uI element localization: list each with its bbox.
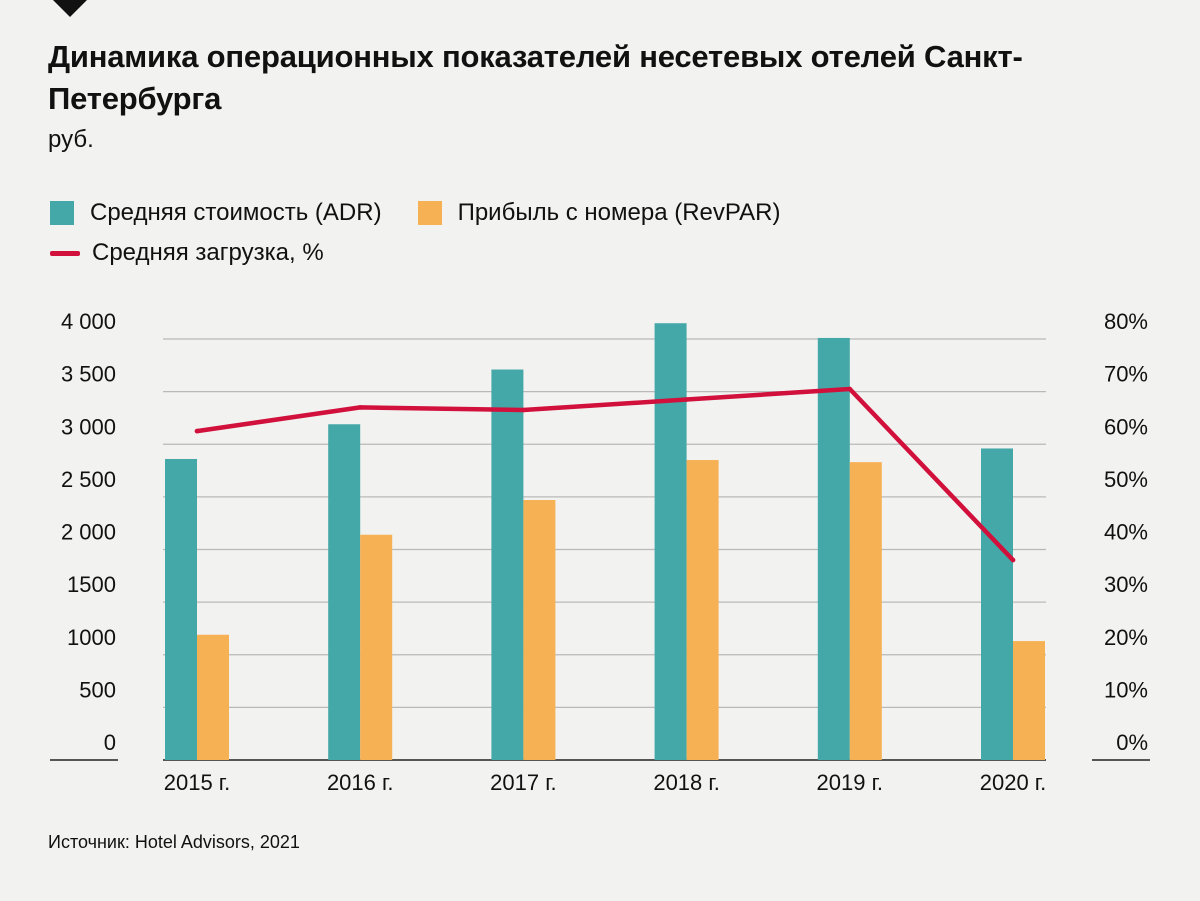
diamond-marker-icon bbox=[53, 0, 87, 17]
bar-revpar bbox=[686, 460, 719, 760]
legend-item-revpar: Прибыль с номера (RevPAR) bbox=[417, 199, 781, 227]
y-tick-label-left: 3 000 bbox=[61, 414, 116, 439]
x-tick-label: 2017 г. bbox=[490, 770, 557, 795]
legend-swatch-adr bbox=[50, 201, 74, 225]
bar-adr bbox=[981, 448, 1013, 760]
legend-item-adr: Средняя стоимость (ADR) bbox=[50, 199, 382, 227]
bar-adr bbox=[654, 323, 687, 760]
occupancy-point bbox=[521, 407, 526, 413]
occupancy-point bbox=[194, 428, 200, 434]
chart-title: Динамика операционных показателей несете… bbox=[48, 39, 1023, 116]
y-tick-label-left: 2 000 bbox=[61, 520, 116, 545]
unit-label: руб. bbox=[48, 126, 94, 153]
y-tick-label-left: 4 000 bbox=[61, 309, 116, 334]
bar-revpar bbox=[523, 500, 556, 760]
legend-swatch-revpar bbox=[417, 201, 442, 225]
legend-label-adr: Средняя стоимость (ADR) bbox=[90, 199, 382, 226]
y-tick-label-right: 20% bbox=[1104, 625, 1148, 650]
bar-adr bbox=[491, 369, 524, 760]
bar-adr bbox=[328, 424, 361, 760]
y-tick-label-right: 30% bbox=[1104, 572, 1148, 597]
bar-adr bbox=[165, 458, 197, 760]
y-tick-label-right: 60% bbox=[1104, 414, 1148, 439]
x-tick-label: 2016 г. bbox=[327, 770, 394, 795]
y-tick-label-right: 80% bbox=[1104, 309, 1148, 334]
bar-revpar bbox=[360, 534, 393, 760]
occupancy-series bbox=[194, 386, 1016, 563]
x-tick-label: 2015 г. bbox=[164, 770, 231, 795]
y-tick-label-left: 3 500 bbox=[61, 362, 116, 387]
bar-revpar bbox=[849, 462, 882, 760]
y-tick-label-left: 1000 bbox=[67, 625, 116, 650]
bar-revpar bbox=[197, 634, 229, 760]
y-tick-label-left: 1500 bbox=[67, 572, 116, 597]
x-tick-label: 2018 г. bbox=[653, 770, 720, 795]
y-tick-label-right: 10% bbox=[1104, 677, 1148, 702]
x-tick-label: 2020 г. bbox=[980, 770, 1047, 795]
y-tick-label-left: 2 500 bbox=[61, 467, 116, 492]
combo-chart: 4 000 3 500 3 000 2 500 2 000 1500 1000 500 0 80%… bbox=[50, 309, 1150, 795]
occupancy-point bbox=[847, 386, 853, 392]
occupancy-point bbox=[357, 405, 363, 410]
y-tick-label-right: 50% bbox=[1104, 467, 1148, 492]
bars: 2015 г. 2016 г. 2017 г. 2018 г. 2019 г. 2020 … bbox=[164, 323, 1047, 795]
x-tick-label: 2019 г. bbox=[817, 770, 884, 795]
chart-legend: Средняя стоимость (ADR) Прибыль с номера… bbox=[50, 193, 1150, 273]
y-axis-right: 80% 70% 60% 50% 40% 30% 20% 10% 0% bbox=[1104, 309, 1148, 755]
gridlines bbox=[50, 338, 1150, 761]
y-axis-left: 4 000 3 500 3 000 2 500 2 000 1500 1000 500 0 bbox=[61, 309, 116, 755]
occupancy-line bbox=[194, 386, 1016, 563]
legend-label-revpar: Прибыль с номера (RevPAR) bbox=[457, 199, 781, 226]
occupancy-point bbox=[684, 397, 689, 402]
y-tick-label-right: 70% bbox=[1104, 362, 1148, 387]
legend-label-occupancy: Средняя загрузка, % bbox=[92, 239, 324, 266]
y-tick-label-right: 40% bbox=[1104, 520, 1148, 545]
occupancy-point bbox=[1010, 557, 1016, 563]
y-tick-label-left: 0 bbox=[104, 730, 116, 755]
bar-revpar bbox=[1013, 641, 1045, 760]
legend-swatch-occupancy bbox=[50, 250, 80, 256]
bar-adr bbox=[817, 337, 850, 760]
source-note: Источник: Hotel Advisors, 2021 bbox=[48, 832, 300, 852]
y-tick-label-left: 500 bbox=[79, 677, 116, 702]
legend-item-occupancy: Средняя загрузка, % bbox=[50, 239, 324, 267]
y-tick-label-right: 0% bbox=[1116, 730, 1148, 755]
